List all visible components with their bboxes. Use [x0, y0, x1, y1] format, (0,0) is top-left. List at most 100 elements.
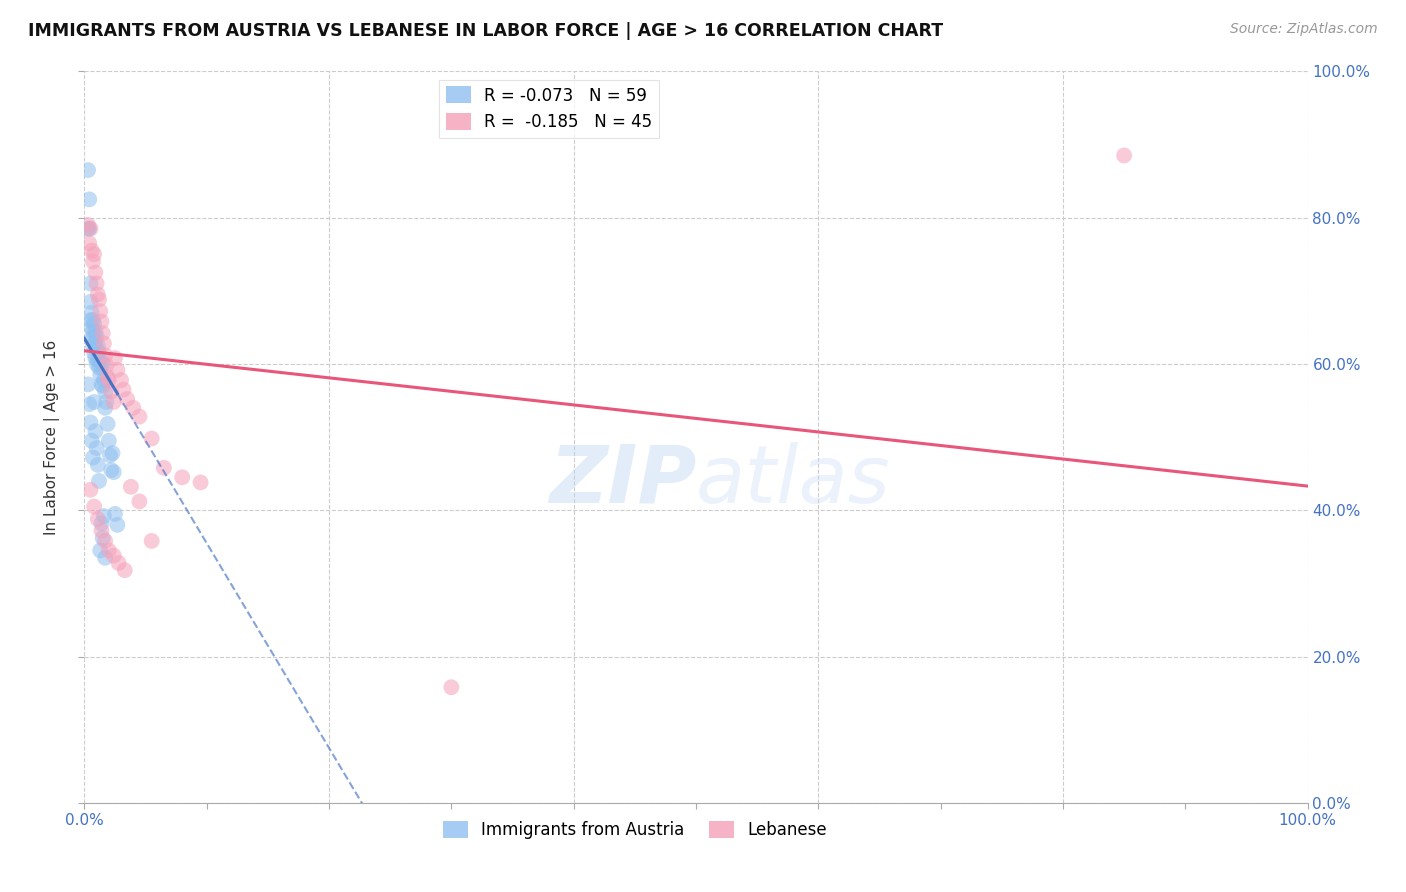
Point	[86, 343, 108, 357]
Point	[82, 450, 104, 465]
Point	[114, 563, 136, 577]
Point	[98, 448, 121, 462]
Point	[82, 254, 104, 268]
Point	[103, 465, 125, 479]
Point	[93, 373, 115, 387]
Point	[77, 218, 100, 232]
Point	[83, 317, 105, 331]
Point	[87, 293, 110, 307]
Point	[128, 409, 150, 424]
Point	[122, 401, 145, 415]
Point	[94, 533, 117, 548]
Point	[86, 277, 108, 291]
Point	[90, 377, 112, 392]
Point	[90, 360, 112, 375]
Point	[94, 550, 117, 565]
Point	[79, 277, 101, 291]
Point	[112, 383, 135, 397]
Point	[93, 336, 115, 351]
Point	[89, 543, 111, 558]
Point	[86, 329, 108, 343]
Point	[96, 395, 118, 409]
Legend: Immigrants from Austria, Lebanese: Immigrants from Austria, Lebanese	[436, 814, 834, 846]
Point	[86, 441, 108, 455]
Point	[83, 500, 105, 514]
Point	[79, 416, 101, 430]
Point	[83, 247, 105, 261]
Point	[105, 517, 128, 532]
Point	[84, 424, 107, 438]
Y-axis label: In Labor Force | Age > 16: In Labor Force | Age > 16	[44, 340, 60, 534]
Point	[87, 346, 110, 360]
Point	[89, 368, 111, 382]
Point	[91, 531, 114, 545]
Point	[107, 556, 129, 570]
Point	[141, 432, 163, 446]
Point	[86, 357, 108, 371]
Point	[77, 397, 100, 411]
Point	[105, 363, 128, 377]
Point	[90, 314, 112, 328]
Point	[1114, 148, 1136, 162]
Text: IMMIGRANTS FROM AUSTRIA VS LEBANESE IN LABOR FORCE | AGE > 16 CORRELATION CHART: IMMIGRANTS FROM AUSTRIA VS LEBANESE IN L…	[28, 22, 943, 40]
Point	[90, 516, 112, 531]
Point	[84, 324, 107, 338]
Point	[82, 313, 104, 327]
Point	[94, 384, 117, 399]
Point	[97, 370, 120, 384]
Point	[190, 475, 212, 490]
Point	[153, 460, 176, 475]
Point	[77, 193, 100, 207]
Point	[84, 351, 107, 365]
Point	[87, 353, 110, 368]
Point	[91, 326, 114, 341]
Point	[77, 221, 100, 235]
Point	[84, 266, 107, 280]
Point	[101, 446, 124, 460]
Point	[128, 494, 150, 508]
Point	[97, 543, 120, 558]
Point	[97, 417, 120, 431]
Point	[83, 395, 105, 409]
Point	[80, 434, 103, 448]
Point	[89, 304, 111, 318]
Point	[80, 244, 103, 258]
Point	[83, 329, 105, 343]
Point	[100, 463, 122, 477]
Point	[440, 680, 463, 694]
Text: Source: ZipAtlas.com: Source: ZipAtlas.com	[1230, 22, 1378, 37]
Point	[80, 320, 103, 334]
Point	[79, 221, 101, 235]
Point	[80, 331, 103, 345]
Point	[83, 346, 105, 360]
Point	[91, 357, 114, 371]
Point	[103, 549, 125, 563]
Point	[87, 474, 110, 488]
Point	[87, 287, 110, 301]
Text: ZIP: ZIP	[548, 442, 696, 520]
Point	[97, 373, 120, 387]
Point	[104, 507, 127, 521]
Point	[90, 524, 112, 538]
Point	[79, 313, 101, 327]
Point	[115, 392, 138, 406]
Point	[77, 221, 100, 235]
Point	[100, 384, 122, 399]
Point	[80, 306, 103, 320]
Point	[87, 512, 110, 526]
Point	[89, 353, 111, 368]
Point	[79, 483, 101, 497]
Point	[94, 401, 117, 415]
Point	[87, 338, 110, 352]
Point	[91, 379, 114, 393]
Point	[82, 338, 104, 352]
Point	[172, 470, 194, 484]
Point	[84, 336, 107, 351]
Point	[104, 351, 127, 365]
Point	[141, 533, 163, 548]
Point	[110, 373, 132, 387]
Point	[82, 324, 104, 338]
Point	[120, 480, 142, 494]
Point	[94, 348, 117, 362]
Point	[96, 359, 118, 373]
